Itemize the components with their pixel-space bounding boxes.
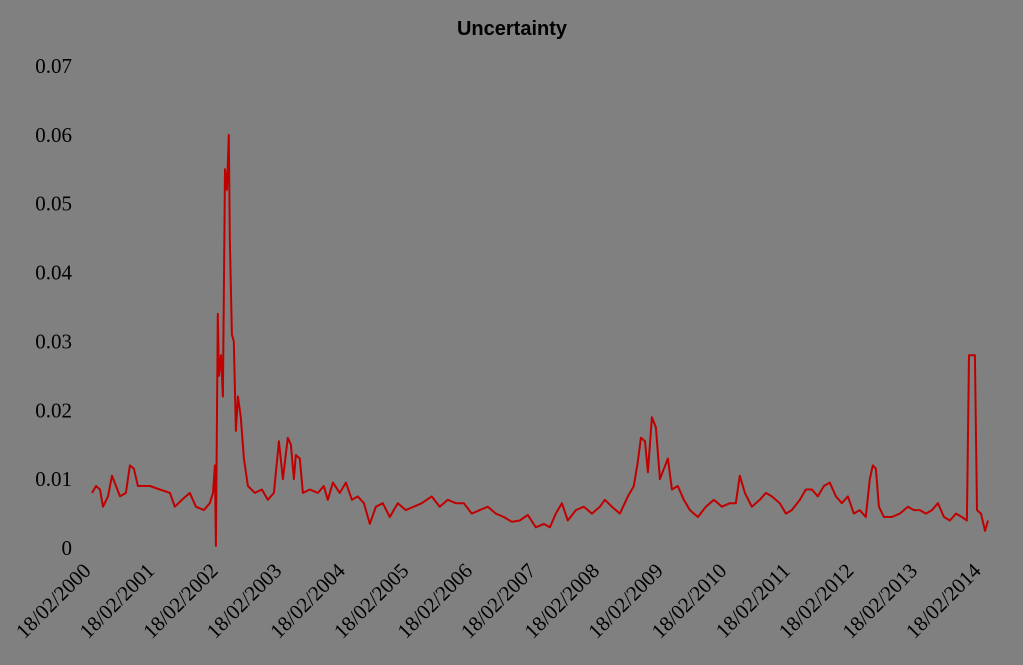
y-tick-label: 0.05 bbox=[35, 192, 72, 216]
y-tick-label: 0.04 bbox=[35, 261, 72, 285]
y-tick-label: 0.03 bbox=[35, 329, 72, 353]
y-tick-label: 0.01 bbox=[35, 467, 72, 491]
y-tick-label: 0.06 bbox=[35, 123, 72, 147]
y-tick-label: 0.07 bbox=[35, 54, 72, 78]
y-tick-label: 0.02 bbox=[35, 398, 72, 422]
chart-title: Uncertainty bbox=[457, 18, 568, 40]
y-tick-label: 0 bbox=[62, 536, 73, 560]
data-line bbox=[91, 133, 989, 547]
